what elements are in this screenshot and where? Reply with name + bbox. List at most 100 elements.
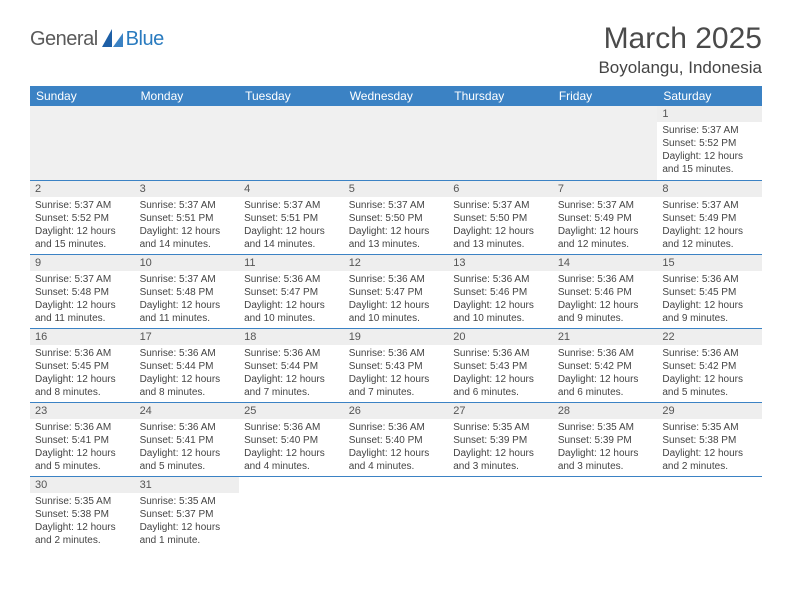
weekday-header: Monday xyxy=(135,86,240,106)
day-details: Sunrise: 5:36 AMSunset: 5:45 PMDaylight:… xyxy=(657,271,762,328)
day-number: 4 xyxy=(239,181,344,197)
day-line-ss: Sunset: 5:51 PM xyxy=(140,212,235,225)
day-line-d2: and 2 minutes. xyxy=(662,460,757,473)
calendar-week-row: 23Sunrise: 5:36 AMSunset: 5:41 PMDayligh… xyxy=(30,402,762,476)
day-number: 9 xyxy=(30,255,135,271)
day-number: 16 xyxy=(30,329,135,345)
day-line-d1: Daylight: 12 hours xyxy=(244,225,339,238)
day-number: 11 xyxy=(239,255,344,271)
day-number: 12 xyxy=(344,255,449,271)
day-number: 14 xyxy=(553,255,658,271)
day-line-sr: Sunrise: 5:37 AM xyxy=(662,124,757,137)
day-line-d1: Daylight: 12 hours xyxy=(453,373,548,386)
calendar-cell: 25Sunrise: 5:36 AMSunset: 5:40 PMDayligh… xyxy=(239,402,344,476)
day-line-d2: and 15 minutes. xyxy=(662,163,757,176)
day-details: Sunrise: 5:37 AMSunset: 5:50 PMDaylight:… xyxy=(344,197,449,254)
day-line-d1: Daylight: 12 hours xyxy=(558,447,653,460)
title-month: March 2025 xyxy=(598,22,762,56)
day-line-d2: and 15 minutes. xyxy=(35,238,130,251)
day-line-ss: Sunset: 5:44 PM xyxy=(140,360,235,373)
day-number: 8 xyxy=(657,181,762,197)
day-details: Sunrise: 5:36 AMSunset: 5:45 PMDaylight:… xyxy=(30,345,135,402)
day-number: 27 xyxy=(448,403,553,419)
day-number: 19 xyxy=(344,329,449,345)
day-line-sr: Sunrise: 5:36 AM xyxy=(558,273,653,286)
day-details: Sunrise: 5:36 AMSunset: 5:46 PMDaylight:… xyxy=(448,271,553,328)
calendar-cell: 22Sunrise: 5:36 AMSunset: 5:42 PMDayligh… xyxy=(657,328,762,402)
calendar-cell: 24Sunrise: 5:36 AMSunset: 5:41 PMDayligh… xyxy=(135,402,240,476)
day-line-d1: Daylight: 12 hours xyxy=(35,373,130,386)
day-line-d2: and 1 minute. xyxy=(140,534,235,547)
day-line-sr: Sunrise: 5:36 AM xyxy=(453,273,548,286)
day-line-sr: Sunrise: 5:35 AM xyxy=(662,421,757,434)
calendar-cell: 5Sunrise: 5:37 AMSunset: 5:50 PMDaylight… xyxy=(344,180,449,254)
calendar-week-row: 1Sunrise: 5:37 AMSunset: 5:52 PMDaylight… xyxy=(30,106,762,180)
day-line-sr: Sunrise: 5:37 AM xyxy=(244,199,339,212)
day-line-ss: Sunset: 5:40 PM xyxy=(349,434,444,447)
day-number: 2 xyxy=(30,181,135,197)
day-number: 13 xyxy=(448,255,553,271)
day-line-d1: Daylight: 12 hours xyxy=(140,447,235,460)
day-line-d2: and 11 minutes. xyxy=(140,312,235,325)
day-details: Sunrise: 5:36 AMSunset: 5:43 PMDaylight:… xyxy=(448,345,553,402)
day-line-d2: and 7 minutes. xyxy=(349,386,444,399)
day-line-ss: Sunset: 5:38 PM xyxy=(662,434,757,447)
weekday-header: Sunday xyxy=(30,86,135,106)
day-line-sr: Sunrise: 5:36 AM xyxy=(453,347,548,360)
day-line-d2: and 14 minutes. xyxy=(140,238,235,251)
day-line-ss: Sunset: 5:45 PM xyxy=(662,286,757,299)
day-line-ss: Sunset: 5:45 PM xyxy=(35,360,130,373)
calendar-cell xyxy=(344,106,449,180)
day-line-ss: Sunset: 5:46 PM xyxy=(558,286,653,299)
day-line-sr: Sunrise: 5:36 AM xyxy=(140,347,235,360)
calendar-cell: 1Sunrise: 5:37 AMSunset: 5:52 PMDaylight… xyxy=(657,106,762,180)
day-number: 17 xyxy=(135,329,240,345)
day-line-sr: Sunrise: 5:37 AM xyxy=(349,199,444,212)
day-details: Sunrise: 5:37 AMSunset: 5:48 PMDaylight:… xyxy=(30,271,135,328)
day-number: 26 xyxy=(344,403,449,419)
day-line-d1: Daylight: 12 hours xyxy=(35,447,130,460)
day-line-d1: Daylight: 12 hours xyxy=(558,225,653,238)
day-line-sr: Sunrise: 5:35 AM xyxy=(453,421,548,434)
day-line-ss: Sunset: 5:48 PM xyxy=(35,286,130,299)
day-line-sr: Sunrise: 5:37 AM xyxy=(558,199,653,212)
day-number: 20 xyxy=(448,329,553,345)
day-line-d1: Daylight: 12 hours xyxy=(140,225,235,238)
day-line-sr: Sunrise: 5:37 AM xyxy=(35,273,130,286)
calendar-cell: 29Sunrise: 5:35 AMSunset: 5:38 PMDayligh… xyxy=(657,402,762,476)
day-line-sr: Sunrise: 5:36 AM xyxy=(140,421,235,434)
day-line-d1: Daylight: 12 hours xyxy=(140,373,235,386)
day-line-sr: Sunrise: 5:37 AM xyxy=(140,199,235,212)
day-line-ss: Sunset: 5:49 PM xyxy=(662,212,757,225)
day-line-ss: Sunset: 5:51 PM xyxy=(244,212,339,225)
day-line-d2: and 12 minutes. xyxy=(662,238,757,251)
day-line-ss: Sunset: 5:38 PM xyxy=(35,508,130,521)
calendar-cell: 3Sunrise: 5:37 AMSunset: 5:51 PMDaylight… xyxy=(135,180,240,254)
day-line-ss: Sunset: 5:39 PM xyxy=(453,434,548,447)
day-line-d2: and 6 minutes. xyxy=(453,386,548,399)
calendar-cell xyxy=(448,106,553,180)
calendar-cell: 16Sunrise: 5:36 AMSunset: 5:45 PMDayligh… xyxy=(30,328,135,402)
day-details: Sunrise: 5:36 AMSunset: 5:40 PMDaylight:… xyxy=(239,419,344,476)
weekday-header: Wednesday xyxy=(344,86,449,106)
day-number: 21 xyxy=(553,329,658,345)
day-line-d2: and 8 minutes. xyxy=(140,386,235,399)
day-line-ss: Sunset: 5:48 PM xyxy=(140,286,235,299)
day-line-sr: Sunrise: 5:35 AM xyxy=(35,495,130,508)
day-line-d2: and 13 minutes. xyxy=(453,238,548,251)
day-line-sr: Sunrise: 5:36 AM xyxy=(558,347,653,360)
day-details: Sunrise: 5:37 AMSunset: 5:52 PMDaylight:… xyxy=(30,197,135,254)
calendar-cell: 15Sunrise: 5:36 AMSunset: 5:45 PMDayligh… xyxy=(657,254,762,328)
day-line-d2: and 11 minutes. xyxy=(35,312,130,325)
day-details: Sunrise: 5:36 AMSunset: 5:43 PMDaylight:… xyxy=(344,345,449,402)
day-line-ss: Sunset: 5:37 PM xyxy=(140,508,235,521)
calendar-cell xyxy=(344,476,449,550)
day-line-d1: Daylight: 12 hours xyxy=(349,447,444,460)
day-line-d2: and 9 minutes. xyxy=(558,312,653,325)
day-details: Sunrise: 5:35 AMSunset: 5:38 PMDaylight:… xyxy=(30,493,135,550)
header: General Blue March 2025 Boyolangu, Indon… xyxy=(30,22,762,78)
weekday-header: Thursday xyxy=(448,86,553,106)
day-line-d1: Daylight: 12 hours xyxy=(35,225,130,238)
day-line-d2: and 9 minutes. xyxy=(662,312,757,325)
calendar-cell xyxy=(553,476,658,550)
